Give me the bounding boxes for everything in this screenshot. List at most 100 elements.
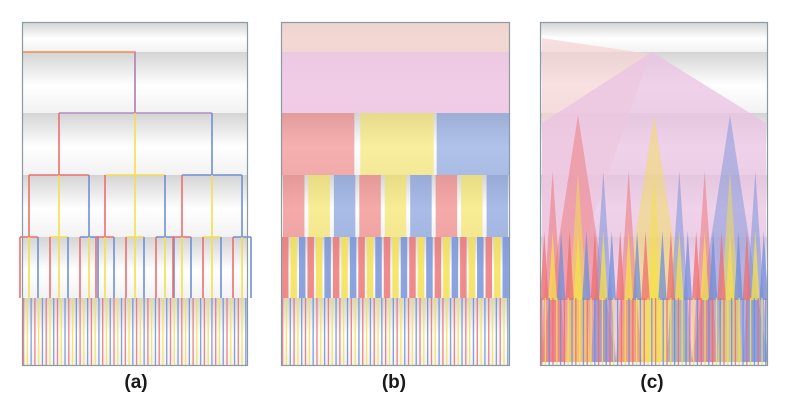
leaf-line-c <box>704 298 706 366</box>
leaf-line-c <box>620 298 623 366</box>
triangle-l4-c <box>742 231 752 300</box>
leaf-line-b <box>484 298 486 366</box>
leaf-line-a <box>154 298 157 366</box>
leaf-line-b <box>400 298 402 366</box>
leaf-line-b <box>331 298 333 366</box>
leaf-line-c <box>730 298 733 366</box>
tree-lines-a <box>19 51 252 298</box>
triangle-l4-c <box>624 231 633 300</box>
leaf-line-c <box>696 298 699 366</box>
triangle-l4-c <box>717 231 726 300</box>
block-l4-b <box>443 237 450 298</box>
leaf-line-c <box>548 298 550 366</box>
leaf-line-c <box>571 298 573 366</box>
triangle-l4-c <box>582 231 591 300</box>
triangle-l4-c <box>700 231 709 300</box>
leaf-line-a <box>196 298 198 366</box>
panel-frame-b <box>280 21 511 367</box>
leaf-line-a <box>26 298 29 366</box>
leaf-line-c <box>711 298 714 366</box>
block-l4-b <box>315 237 323 298</box>
triangle-l4-c <box>616 231 625 300</box>
leaf-line-b <box>323 298 326 366</box>
leaf-line-a <box>22 298 25 366</box>
leaf-line-c <box>685 298 687 366</box>
block-l3-b <box>486 175 508 237</box>
leaf-line-b <box>495 298 498 366</box>
leaf-line-b <box>312 298 314 366</box>
leaf-line-c <box>738 298 740 366</box>
leaf-line-a <box>98 298 100 366</box>
leaf-line-a <box>139 298 142 366</box>
leaf-line-a <box>203 298 206 366</box>
leaf-line-c <box>639 298 642 366</box>
block-l4-b <box>409 237 416 298</box>
level-band-a-5 <box>22 298 248 366</box>
triangle-l4-c <box>641 231 650 300</box>
leaf-line-a <box>64 298 66 366</box>
leaf-line-b <box>461 298 463 366</box>
leaf-line-a <box>71 298 74 366</box>
leaf-line-a <box>94 298 96 366</box>
leaf-line-a <box>105 298 108 366</box>
block-l3-b <box>359 175 381 237</box>
leaf-line-b <box>385 298 387 366</box>
leaf-line-c <box>765 298 767 366</box>
leaf-line-a <box>102 298 104 366</box>
leaf-line-b <box>426 298 429 366</box>
block-l4-b <box>434 237 442 298</box>
leaf-line-b <box>419 298 421 366</box>
leaf-line-a <box>45 298 47 366</box>
leaf-line-a <box>109 298 111 366</box>
block-l4-b <box>400 237 408 298</box>
leaf-line-a <box>199 298 202 366</box>
leaf-line-c <box>601 298 604 366</box>
leaf-line-a <box>237 298 239 366</box>
leaf-line-b <box>339 298 341 366</box>
triangle-l4-c <box>632 231 642 300</box>
leaf-line-c <box>761 298 763 366</box>
leaf-line-a <box>30 298 32 366</box>
leaf-line-b <box>293 298 295 366</box>
triangle-l4-c <box>540 231 549 300</box>
leaf-line-c <box>692 298 695 366</box>
leaf-line-c <box>666 298 668 366</box>
leaf-line-c <box>689 298 691 366</box>
leaf-line-a <box>173 298 175 366</box>
block-l1-b <box>281 52 510 113</box>
leaf-line-a <box>113 298 115 366</box>
leaf-line-c <box>563 298 566 366</box>
leaf-line-a <box>188 298 190 366</box>
leaf-line-c <box>575 298 577 366</box>
leaf-line-c <box>647 298 649 366</box>
leaf-line-b <box>373 298 375 366</box>
block-l4-b <box>282 237 289 298</box>
leaf-line-c <box>654 298 657 366</box>
leaf-line-a <box>124 298 126 366</box>
block-l4-b <box>477 237 484 298</box>
leaf-line-c <box>586 298 588 366</box>
leaf-line-b <box>381 298 383 366</box>
block-l4-b <box>485 237 493 298</box>
leaf-line-c <box>658 298 661 366</box>
leaf-line-a <box>132 298 134 366</box>
triangle-l4-c <box>751 231 760 300</box>
triangle-l4-c <box>556 231 566 300</box>
leaf-line-c <box>643 298 645 366</box>
leaf-line-b <box>404 298 406 366</box>
caption-b: (b) <box>381 372 407 393</box>
leaf-line-b <box>369 298 372 366</box>
block-l4-b <box>451 237 459 298</box>
block-l4-b <box>366 237 374 298</box>
leaf-line-a <box>222 298 224 366</box>
leaf-line-a <box>230 298 232 366</box>
block-l4-b <box>375 237 382 298</box>
leaf-line-a <box>68 298 70 366</box>
leaf-line-b <box>327 298 330 366</box>
leaf-line-b <box>301 298 303 366</box>
leaf-line-b <box>453 298 456 366</box>
block-l4-b <box>468 237 476 298</box>
block-l3-b <box>333 175 356 237</box>
leaf-line-b <box>491 298 494 366</box>
level-band-a-0 <box>22 22 248 52</box>
